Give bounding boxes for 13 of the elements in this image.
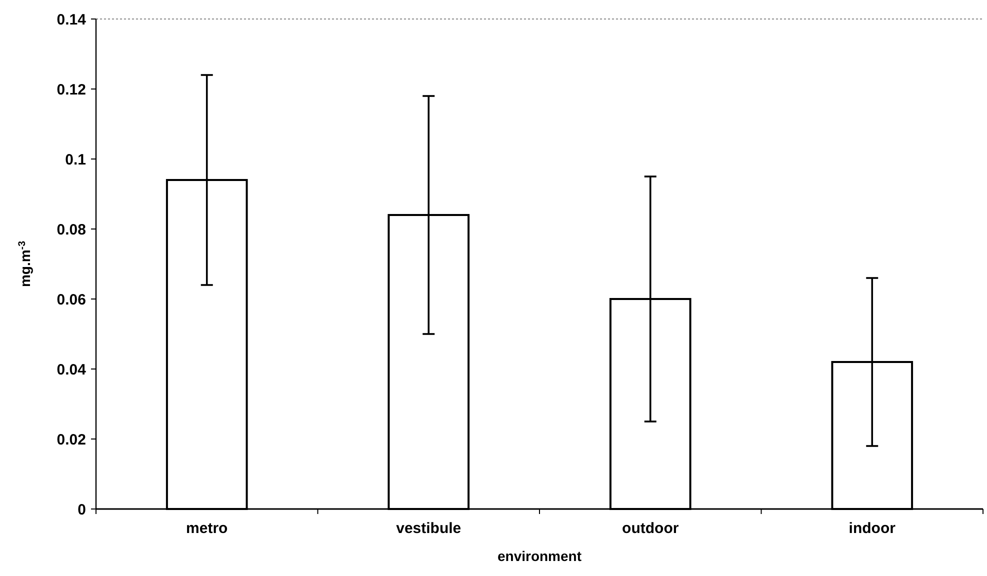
x-tick-label: indoor	[848, 520, 896, 537]
y-tick-label: 0.14	[56, 11, 87, 28]
x-tick-label: vestibule	[396, 520, 462, 537]
y-tick-label: 0.02	[56, 431, 86, 448]
y-tick-label: 0	[78, 501, 86, 518]
x-tick-label: outdoor	[622, 520, 679, 537]
y-tick-label: 0.12	[56, 81, 86, 98]
y-tick-label: 0.1	[65, 151, 86, 168]
x-tick-label: metro	[186, 520, 228, 537]
y-tick-label: 0.08	[56, 221, 86, 238]
y-tick-label: 0.06	[56, 291, 86, 308]
x-axis-title: environment	[497, 548, 582, 564]
y-tick-label: 0.04	[56, 361, 87, 378]
